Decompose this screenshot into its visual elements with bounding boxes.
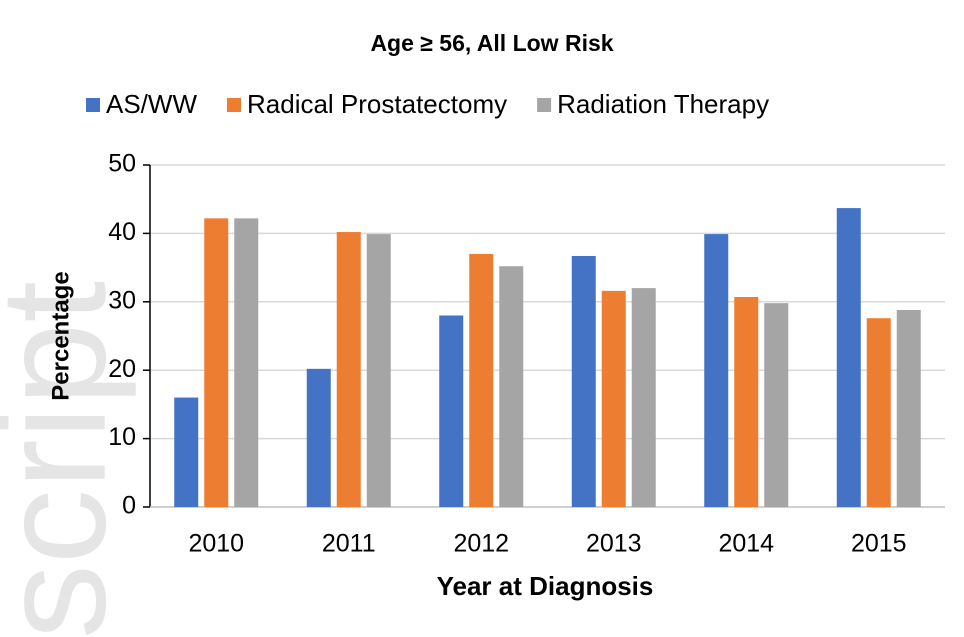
bar: [204, 218, 229, 508]
bar: [234, 218, 259, 508]
bar: [366, 234, 391, 508]
bar: [866, 318, 891, 507]
bar: [764, 303, 789, 507]
bar: [571, 255, 596, 507]
legend-swatch: [537, 98, 552, 112]
chart-title: Age ≥ 56, All Low Risk: [370, 30, 613, 56]
x-tick-label: 2010: [188, 530, 244, 558]
x-tick-label: 2013: [586, 530, 642, 558]
bar: [439, 315, 464, 507]
bar: [469, 253, 494, 507]
legend-swatch: [227, 98, 241, 112]
watermark: script: [0, 281, 137, 637]
legend-label: Radiation Therapy: [557, 89, 769, 119]
legend-label: AS/WW: [106, 89, 197, 119]
y-tick-label: 20: [108, 355, 136, 383]
legend-label: Radical Prostatectomy: [247, 89, 507, 119]
y-tick-label: 0: [122, 492, 136, 520]
y-tick-label: 50: [108, 150, 136, 178]
bar: [896, 310, 921, 507]
bar: [499, 266, 524, 507]
y-tick-label: 30: [108, 286, 136, 314]
bar: [704, 234, 729, 508]
bar: [836, 208, 861, 508]
x-tick-label: 2011: [322, 530, 376, 558]
bar: [306, 368, 331, 507]
x-tick-label: 2014: [718, 530, 774, 558]
y-axis-title: Percentage: [47, 271, 74, 400]
x-axis-title: Year at Diagnosis: [437, 571, 654, 601]
bar: [601, 290, 626, 507]
bar: [631, 288, 656, 507]
bar: [734, 297, 759, 507]
bar: [174, 397, 199, 507]
bar: [336, 232, 361, 508]
y-tick-label: 40: [108, 218, 136, 246]
x-tick-label: 2012: [453, 530, 509, 558]
legend-swatch: [86, 98, 100, 112]
x-tick-label: 2015: [851, 530, 907, 558]
y-tick-label: 10: [108, 423, 136, 451]
